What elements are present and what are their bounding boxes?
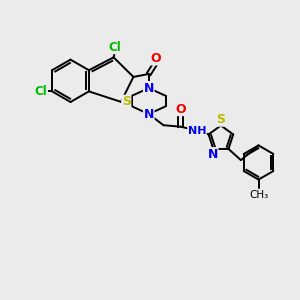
- Text: S: S: [122, 95, 131, 108]
- Text: O: O: [151, 52, 161, 65]
- Text: N: N: [144, 107, 154, 121]
- Text: Cl: Cl: [34, 85, 47, 98]
- Text: O: O: [175, 103, 186, 116]
- Text: N: N: [144, 82, 154, 94]
- Text: S: S: [216, 113, 225, 126]
- Text: CH₃: CH₃: [249, 190, 268, 200]
- Text: Cl: Cl: [109, 40, 122, 54]
- Text: NH: NH: [188, 126, 206, 136]
- Text: N: N: [208, 148, 218, 161]
